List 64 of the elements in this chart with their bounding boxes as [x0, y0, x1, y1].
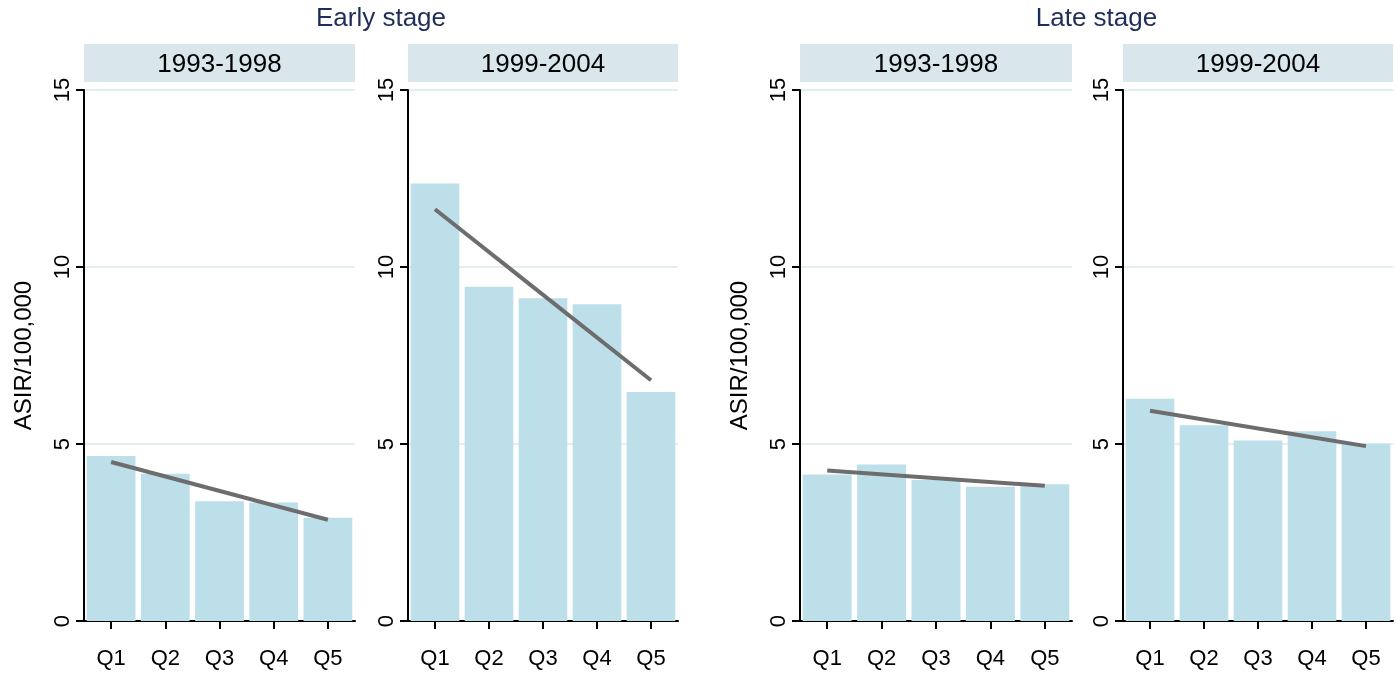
x-tick-label: Q5 — [313, 644, 343, 670]
x-tick-label: Q4 — [1297, 644, 1327, 670]
y-tick-label: 10 — [372, 254, 398, 280]
x-tick-label: Q5 — [1030, 644, 1060, 670]
x-tick-label: Q5 — [636, 644, 666, 670]
chart-subtitle: 1999-2004 — [480, 48, 606, 78]
bar — [572, 304, 622, 621]
bar — [140, 473, 190, 621]
x-tick-label: Q4 — [259, 644, 289, 670]
bar — [1233, 440, 1283, 621]
x-tick-label: Q3 — [1243, 644, 1273, 670]
x-tick-label: Q2 — [866, 644, 897, 670]
x-tick-label: Q1 — [812, 644, 842, 670]
y-tick-label: 5 — [1087, 437, 1113, 451]
y-tick-label: 10 — [1087, 254, 1113, 280]
y-tick-label: 5 — [372, 437, 398, 451]
bar — [518, 298, 568, 621]
chart-subtitle: 1993-1998 — [873, 48, 999, 78]
bar — [1179, 425, 1229, 621]
x-tick-label: Q3 — [921, 644, 951, 670]
x-tick-label: Q3 — [528, 644, 558, 670]
y-tick-label: 0 — [372, 614, 398, 628]
y-axis-title: ASIR/100,000 — [724, 280, 752, 431]
x-tick-label: Q3 — [204, 644, 235, 670]
bar — [802, 474, 852, 621]
bar — [410, 183, 460, 621]
y-tick-label: 0 — [764, 614, 790, 628]
chart-subtitle: 1993-1998 — [157, 48, 282, 78]
y-tick-label: 15 — [48, 77, 74, 103]
y-tick-label: 0 — [48, 614, 74, 628]
x-tick-label: Q1 — [420, 644, 450, 670]
y-tick-label: 10 — [764, 254, 790, 280]
bar — [464, 286, 514, 621]
bar — [1287, 431, 1337, 621]
bar — [911, 480, 961, 621]
bar — [303, 517, 353, 621]
bar — [857, 464, 907, 621]
bar — [1125, 398, 1175, 621]
bar — [195, 501, 244, 621]
y-tick-label: 5 — [764, 437, 790, 451]
y-tick-label: 10 — [48, 254, 74, 280]
bar — [965, 486, 1015, 621]
y-tick-label: 15 — [1087, 77, 1113, 103]
chart-title: Late stage — [1034, 2, 1159, 33]
chart-subtitle: 1999-2004 — [1195, 48, 1321, 78]
y-axis-title: ASIR/100,000 — [8, 280, 36, 431]
y-tick-label: 5 — [48, 437, 74, 451]
y-tick-label: 0 — [1087, 614, 1113, 628]
x-tick-label: Q2 — [1189, 644, 1219, 670]
bar — [1341, 443, 1391, 621]
x-tick-label: Q2 — [474, 644, 504, 670]
bar — [1020, 484, 1070, 621]
x-tick-label: Q2 — [150, 644, 180, 670]
x-tick-label: Q5 — [1351, 644, 1381, 670]
bar — [86, 456, 136, 621]
bar — [249, 502, 299, 621]
x-tick-label: Q1 — [1135, 644, 1165, 670]
x-tick-label: Q1 — [96, 644, 126, 670]
chart-title: Early stage — [314, 2, 448, 33]
bar — [626, 391, 676, 621]
x-tick-label: Q4 — [582, 644, 612, 670]
x-tick-label: Q4 — [975, 644, 1006, 670]
y-tick-label: 15 — [372, 77, 398, 103]
y-tick-label: 15 — [764, 77, 790, 103]
